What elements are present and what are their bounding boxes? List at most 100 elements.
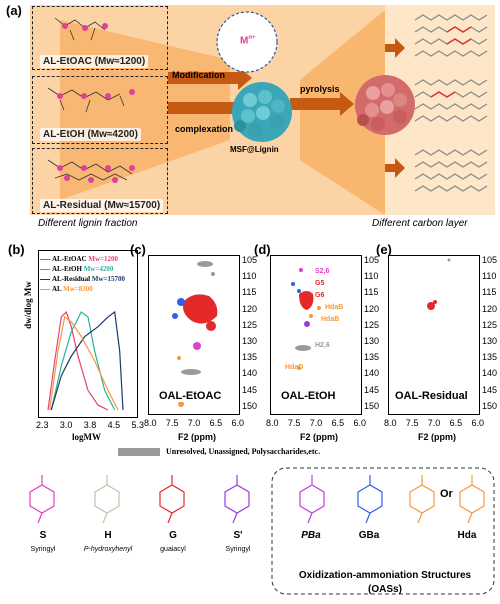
step-pyrolysis: pyrolysis: [300, 84, 340, 94]
nmr-d-xticks: 8.0 7.5 7.0 6.5 6.0: [266, 418, 366, 428]
legend-name: AL-EtOAC: [52, 255, 89, 263]
struct-s-code: S: [39, 530, 47, 541]
series-line-3: [49, 315, 119, 411]
panel-d-label: (d): [254, 242, 271, 257]
y-tick-label: 130: [242, 336, 258, 347]
x-tick-label: 7.0: [187, 418, 201, 428]
y-tick-label: 115: [242, 287, 257, 298]
series-line-2: [50, 310, 124, 411]
annot-g5: G5: [315, 280, 325, 287]
legend-name: AL-EtOH: [52, 265, 84, 273]
graphene-layer-1: [410, 8, 495, 63]
x-tick-label: 6.0: [231, 418, 244, 428]
panel-a-label: (a): [6, 3, 22, 18]
y-tick-label: 135: [482, 352, 498, 363]
nmr-e-plot: OAL-Residual: [388, 255, 480, 415]
nmr-c-xticks: 8.0 7.5 7.0 6.5 6.0: [144, 418, 244, 428]
struct-sp-code: S': [233, 530, 243, 541]
panel-e-label: (e): [376, 242, 392, 257]
nmr-c-sample: OAL-EtOAC: [159, 390, 222, 402]
oas-title: Oxidization-ammoniation Structures: [298, 570, 472, 581]
annot-hdab-2: HdaB: [321, 316, 340, 323]
y-tick-label: 110: [482, 271, 497, 282]
y-tick-label: 140: [364, 368, 380, 379]
struct-hda-code: Hda: [457, 530, 477, 541]
y-tick-label: 150: [242, 400, 258, 411]
fraction-label-etoh: AL-EtOH (Mw≈4200): [40, 128, 141, 141]
nmr-e-xlabel: F2 (ppm): [418, 432, 456, 442]
mw-legend: AL-EtOAC Mw=1200 AL-EtOH Mw=4200 AL-Residu…: [40, 254, 125, 294]
legend-name: AL-Residual: [52, 275, 92, 283]
series-line-1: [50, 311, 116, 411]
struct-pba-code: PBa: [301, 530, 321, 541]
series-line-0: [47, 310, 109, 411]
y-tick-label: 105: [364, 255, 380, 265]
fraction-box-etoac: [32, 6, 168, 70]
caption-right: Different carbon layer: [372, 218, 468, 229]
nmr-c-spectrum: [172, 261, 218, 407]
struct-s-name: Syringyl: [30, 546, 56, 553]
panel-b-ylabel: dw/dlog Mw: [23, 281, 33, 329]
nmr-c-yticks: 105 110 115 120 125 130 135 140 145 150: [242, 252, 257, 414]
nmr-d-plot: S2,6 G5 G6 HdaB HdaB H2,6 HdaD OAL-EtOH: [270, 255, 362, 415]
struct-h-code: H: [104, 530, 112, 541]
y-tick-label: 105: [242, 255, 258, 265]
nmr-e-sample: OAL-Residual: [395, 390, 468, 402]
struct-g-name: guaiacyl: [160, 546, 186, 553]
y-tick-label: 145: [364, 384, 380, 395]
struct-gba-code: GBa: [358, 530, 380, 541]
nmr-e-yticks: 105 110 115 120 125 130 135 140 145 150: [482, 252, 497, 414]
panel-c-label: (c): [130, 242, 146, 257]
fraction-box-residual: [32, 148, 168, 214]
y-tick-label: 125: [482, 319, 498, 330]
legend-entry: AL-EtOH Mw=4200: [40, 264, 125, 274]
x-tick-label: 7.0: [427, 418, 441, 428]
nmr-c-xlabel: F2 (ppm): [178, 432, 216, 442]
legend-swatch: [40, 288, 50, 291]
y-tick-label: 145: [482, 384, 498, 395]
x-tick-label: 8.0: [384, 418, 397, 428]
graphene-layer-2: [414, 79, 488, 122]
struct-h-name: P-hydroxyhenyl: [83, 546, 133, 553]
nmr-e-spectrum: [427, 258, 451, 310]
y-tick-label: 135: [364, 352, 380, 363]
x-tick-label: 2.3: [36, 420, 49, 430]
x-tick-label: 7.5: [287, 418, 301, 428]
legend-entry: AL-EtOAC Mw=1200: [40, 254, 125, 264]
x-tick-label: 7.5: [165, 418, 179, 428]
y-tick-label: 150: [482, 400, 498, 411]
x-tick-label: 7.0: [309, 418, 323, 428]
annot-g6: G6: [315, 292, 325, 299]
metal-label: Mn+: [240, 35, 256, 47]
x-tick-label: 6.0: [353, 418, 366, 428]
step-complexation: complexation: [175, 124, 234, 134]
y-tick-label: 140: [482, 368, 498, 379]
struct-sp-name: Syringyl: [225, 546, 251, 553]
y-tick-label: 130: [482, 336, 498, 347]
x-tick-label: 4.5: [107, 420, 121, 430]
mw-chart: [38, 250, 138, 418]
panel-a: (a) AL-EtOAC (Mw≈1200) AL-EtOH (Mw≈4200)…: [0, 0, 500, 235]
legend-swatch: [40, 258, 50, 261]
y-tick-label: 145: [242, 384, 258, 395]
oas-subtitle: (OASs): [368, 584, 402, 595]
step-modification: Modification: [172, 70, 225, 80]
y-tick-label: 105: [482, 255, 498, 265]
legend-mw: Mw=15700: [91, 275, 126, 283]
panel-b-label: (b): [8, 242, 25, 257]
x-tick-label: 6.0: [471, 418, 484, 428]
mw-xlabel: logMW: [72, 432, 101, 442]
y-tick-label: 125: [364, 319, 380, 330]
y-tick-label: 130: [364, 336, 380, 347]
nmr-d-yticks: 105 110 115 120 125 130 135 140 145 150: [364, 252, 379, 414]
legend-mw: Mw=4200: [83, 265, 114, 273]
y-tick-label: 110: [364, 271, 379, 282]
legend-entry: AL Mw=8300: [40, 284, 125, 294]
legend-mw: Mw=8300: [63, 285, 93, 293]
y-tick-label: 150: [364, 400, 380, 411]
fraction-box-etoh: [32, 76, 168, 144]
x-tick-label: 7.5: [405, 418, 419, 428]
graphene-layer-3: [414, 149, 488, 192]
y-tick-label: 120: [242, 303, 258, 314]
nmr-d-sample: OAL-EtOH: [281, 390, 336, 402]
